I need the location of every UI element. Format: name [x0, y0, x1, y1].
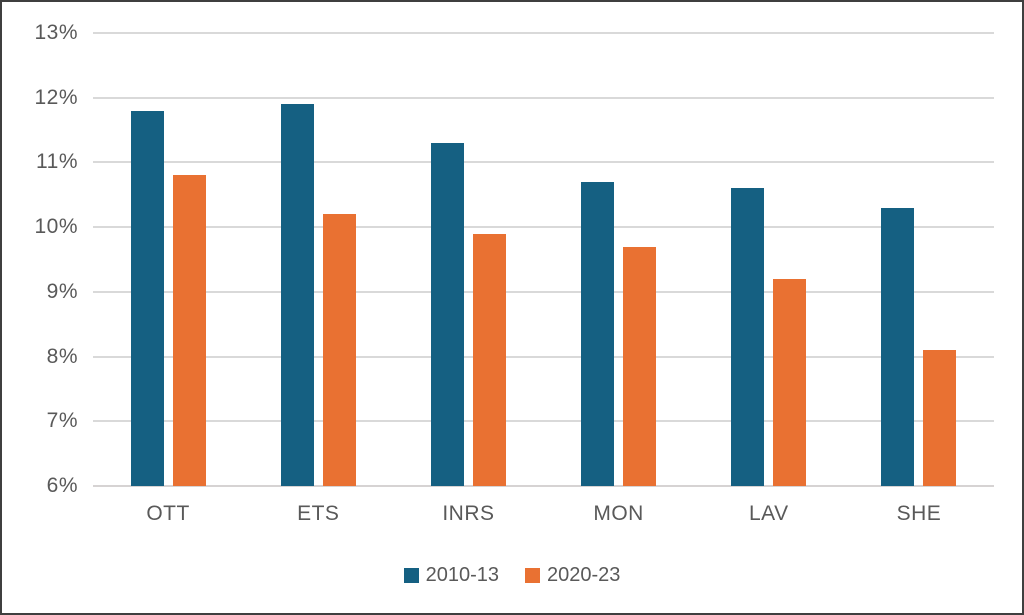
bar-inrs-2010-13	[430, 143, 464, 486]
legend-label: 2020-23	[547, 564, 621, 586]
bar-mon-2010-13	[581, 181, 615, 486]
x-label-mon: MON	[593, 502, 644, 525]
bar-lav-2020-23	[773, 278, 807, 486]
y-tick-label-10: 10%	[34, 215, 78, 239]
bar-ott-2020-23	[172, 175, 206, 486]
bar-group-she	[844, 33, 994, 486]
gridline-9%	[93, 290, 994, 293]
legend: 2010-13 2020-23	[2, 564, 1022, 587]
y-tick-label-12: 12%	[34, 85, 78, 109]
bar-inrs-2020-23	[472, 233, 506, 486]
legend-label: 2010-13	[425, 564, 499, 586]
x-axis-line	[93, 485, 994, 487]
y-tick-label-7: 7%	[46, 409, 78, 433]
y-tick-label-8: 8%	[46, 344, 78, 368]
gridline-7%	[93, 420, 994, 423]
legend-swatch-icon	[403, 568, 419, 583]
gridline-12%	[93, 96, 994, 99]
bar-mon-2020-23	[623, 246, 657, 486]
bar-ott-2010-13	[130, 110, 164, 486]
x-label-ott: OTT	[146, 502, 190, 525]
x-label-inrs: INRS	[442, 502, 495, 525]
y-axis-tick-labels: 13% 12% 11% 10% 9% 8% 7% 6%	[2, 21, 78, 497]
gridline-8%	[93, 355, 994, 358]
legend-item-2020-23: 2020-23	[525, 564, 620, 587]
bar-group-mon	[544, 33, 694, 486]
bar-she-2010-13	[881, 207, 915, 486]
plot-area	[93, 32, 994, 487]
bar-she-2020-23	[923, 350, 957, 486]
y-tick-label-11: 11%	[36, 150, 78, 174]
gridline-11%	[93, 161, 994, 164]
x-axis-category-labels: OTT ETS INRS MON LAV SHE	[93, 502, 994, 526]
x-label-she: SHE	[896, 502, 942, 525]
bar-ets-2020-23	[322, 214, 356, 486]
gridline-10%	[93, 226, 994, 229]
bar-group-ets	[243, 33, 393, 486]
bar-group-ott	[93, 33, 243, 486]
legend-swatch-icon	[525, 568, 540, 583]
y-tick-label-9: 9%	[46, 279, 78, 303]
bar-lav-2010-13	[731, 188, 765, 486]
gridline-13%	[93, 32, 994, 34]
x-label-lav: LAV	[748, 502, 789, 525]
bar-group-inrs	[393, 33, 543, 486]
y-tick-label-6: 6%	[46, 474, 78, 497]
bar-ets-2010-13	[280, 104, 314, 486]
x-label-ets: ETS	[297, 502, 340, 525]
legend-item-2010-13: 2010-13	[403, 564, 499, 587]
y-tick-label-13: 13%	[34, 21, 78, 44]
bar-group-lav	[694, 33, 844, 486]
